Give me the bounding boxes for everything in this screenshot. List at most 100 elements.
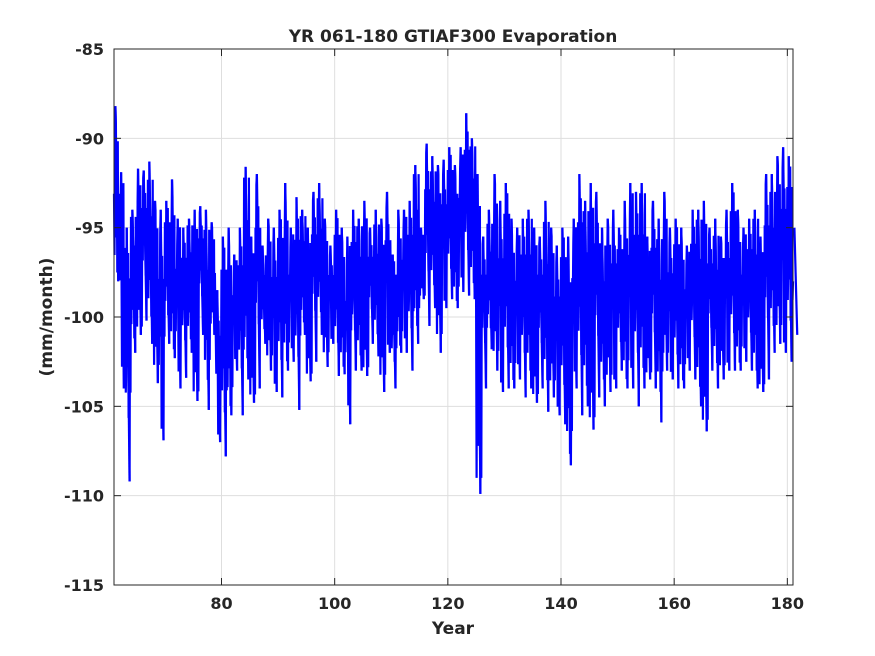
year-extent-mark <box>170 179 176 359</box>
year-extent-mark <box>538 236 544 389</box>
year-extent-mark <box>187 218 193 353</box>
year-extent-mark <box>482 236 488 389</box>
year-extent-mark <box>272 227 278 393</box>
year-extent-mark <box>159 209 165 441</box>
y-tick-label: -95 <box>75 219 104 238</box>
year-extent-mark <box>255 174 261 389</box>
year-extent-mark <box>442 159 448 309</box>
year-extent-mark <box>572 218 578 389</box>
x-tick-label: 80 <box>210 594 232 613</box>
year-extent-mark <box>674 218 680 389</box>
year-extent-mark <box>617 227 623 371</box>
year-extent-mark <box>323 218 329 368</box>
year-extent-mark <box>714 218 720 389</box>
y-tick-label: -100 <box>64 308 104 327</box>
year-extent-mark <box>306 227 312 382</box>
y-tick-label: -115 <box>64 576 104 595</box>
year-extent-mark <box>125 227 131 482</box>
year-extent-mark <box>227 227 233 416</box>
year-extent-mark <box>391 254 397 389</box>
year-extent-mark <box>629 182 635 389</box>
year-extent-mark <box>385 191 391 353</box>
year-extent-mark <box>216 290 222 443</box>
year-extent-mark <box>697 209 703 407</box>
year-extent-mark <box>153 200 159 384</box>
year-extent-mark <box>561 227 567 425</box>
year-extent-mark <box>668 227 674 380</box>
year-extent-mark <box>182 227 188 378</box>
year-extent-mark <box>176 218 182 389</box>
chart-title: YR 061-180 GTIAF300 Evaporation <box>288 27 618 47</box>
year-extent-mark <box>555 245 561 416</box>
year-extent-mark <box>736 209 742 371</box>
year-extent-mark <box>114 106 120 282</box>
year-extent-mark <box>142 170 148 321</box>
year-extent-mark <box>419 227 425 300</box>
year-extent-mark <box>351 209 357 371</box>
year-extent-mark <box>731 182 737 371</box>
year-extent-mark <box>595 191 601 398</box>
year-extent-mark <box>334 209 341 376</box>
year-extent-mark <box>566 236 573 466</box>
year-extent-mark <box>402 209 408 353</box>
year-extent-mark <box>493 174 499 371</box>
year-extent-mark <box>725 209 731 371</box>
y-tick-label: -105 <box>64 397 104 416</box>
year-extent-mark <box>459 147 465 293</box>
year-extent-mark <box>516 227 522 380</box>
year-extent-mark <box>374 209 380 357</box>
year-extent-mark <box>284 182 290 371</box>
year-extent-mark <box>261 245 267 344</box>
year-extent-mark <box>719 236 725 380</box>
year-extent-mark <box>289 227 295 362</box>
year-extent-mark <box>765 174 771 380</box>
year-extent-mark <box>533 227 539 403</box>
year-extent-mark <box>408 200 414 371</box>
x-axis-label: Year <box>431 619 475 639</box>
year-extent-mark <box>487 209 493 350</box>
year-extent-mark <box>606 218 612 393</box>
year-extent-mark <box>759 236 765 393</box>
year-extent-mark <box>612 209 618 389</box>
year-extent-mark <box>708 227 714 371</box>
year-extent-mark <box>510 218 516 389</box>
year-extent-mark <box>233 254 239 371</box>
year-extent-mark <box>221 236 227 457</box>
year-extent-mark <box>544 200 550 412</box>
year-extent-mark <box>368 227 374 344</box>
year-extent-mark <box>119 172 126 389</box>
year-extent-mark <box>357 218 363 371</box>
year-extent-mark <box>793 227 799 335</box>
year-extent-mark <box>340 227 346 375</box>
year-extent-mark <box>680 227 686 389</box>
series-line <box>112 106 795 494</box>
x-tick-label: 160 <box>657 594 690 613</box>
year-extent-mark <box>329 245 335 344</box>
year-extent-mark <box>753 209 759 389</box>
year-extent-mark <box>295 197 301 410</box>
year-extent-mark <box>499 200 505 393</box>
year-extent-mark <box>414 165 420 344</box>
year-extent-mark <box>476 174 482 494</box>
year-extent-mark <box>436 165 442 353</box>
year-extent-mark <box>465 113 471 296</box>
year-extent-mark <box>204 209 210 410</box>
year-extent-mark <box>267 218 273 371</box>
year-extent-mark <box>346 236 352 425</box>
year-extent-mark <box>431 156 437 309</box>
x-tick-label: 100 <box>318 594 351 613</box>
year-extent-mark <box>521 218 527 398</box>
year-extent-mark <box>527 209 533 389</box>
year-extent-mark <box>550 227 556 398</box>
year-extent-mark <box>589 182 595 430</box>
year-extent-mark <box>583 200 589 407</box>
x-tick-label: 140 <box>544 594 577 613</box>
year-extent-mark <box>657 218 663 423</box>
year-extent-mark <box>691 209 697 380</box>
year-extent-mark <box>787 156 793 362</box>
year-extent-mark <box>646 236 652 380</box>
year-extent-mark <box>748 218 754 371</box>
year-extent-mark <box>770 174 776 353</box>
year-extent-mark <box>663 191 669 371</box>
